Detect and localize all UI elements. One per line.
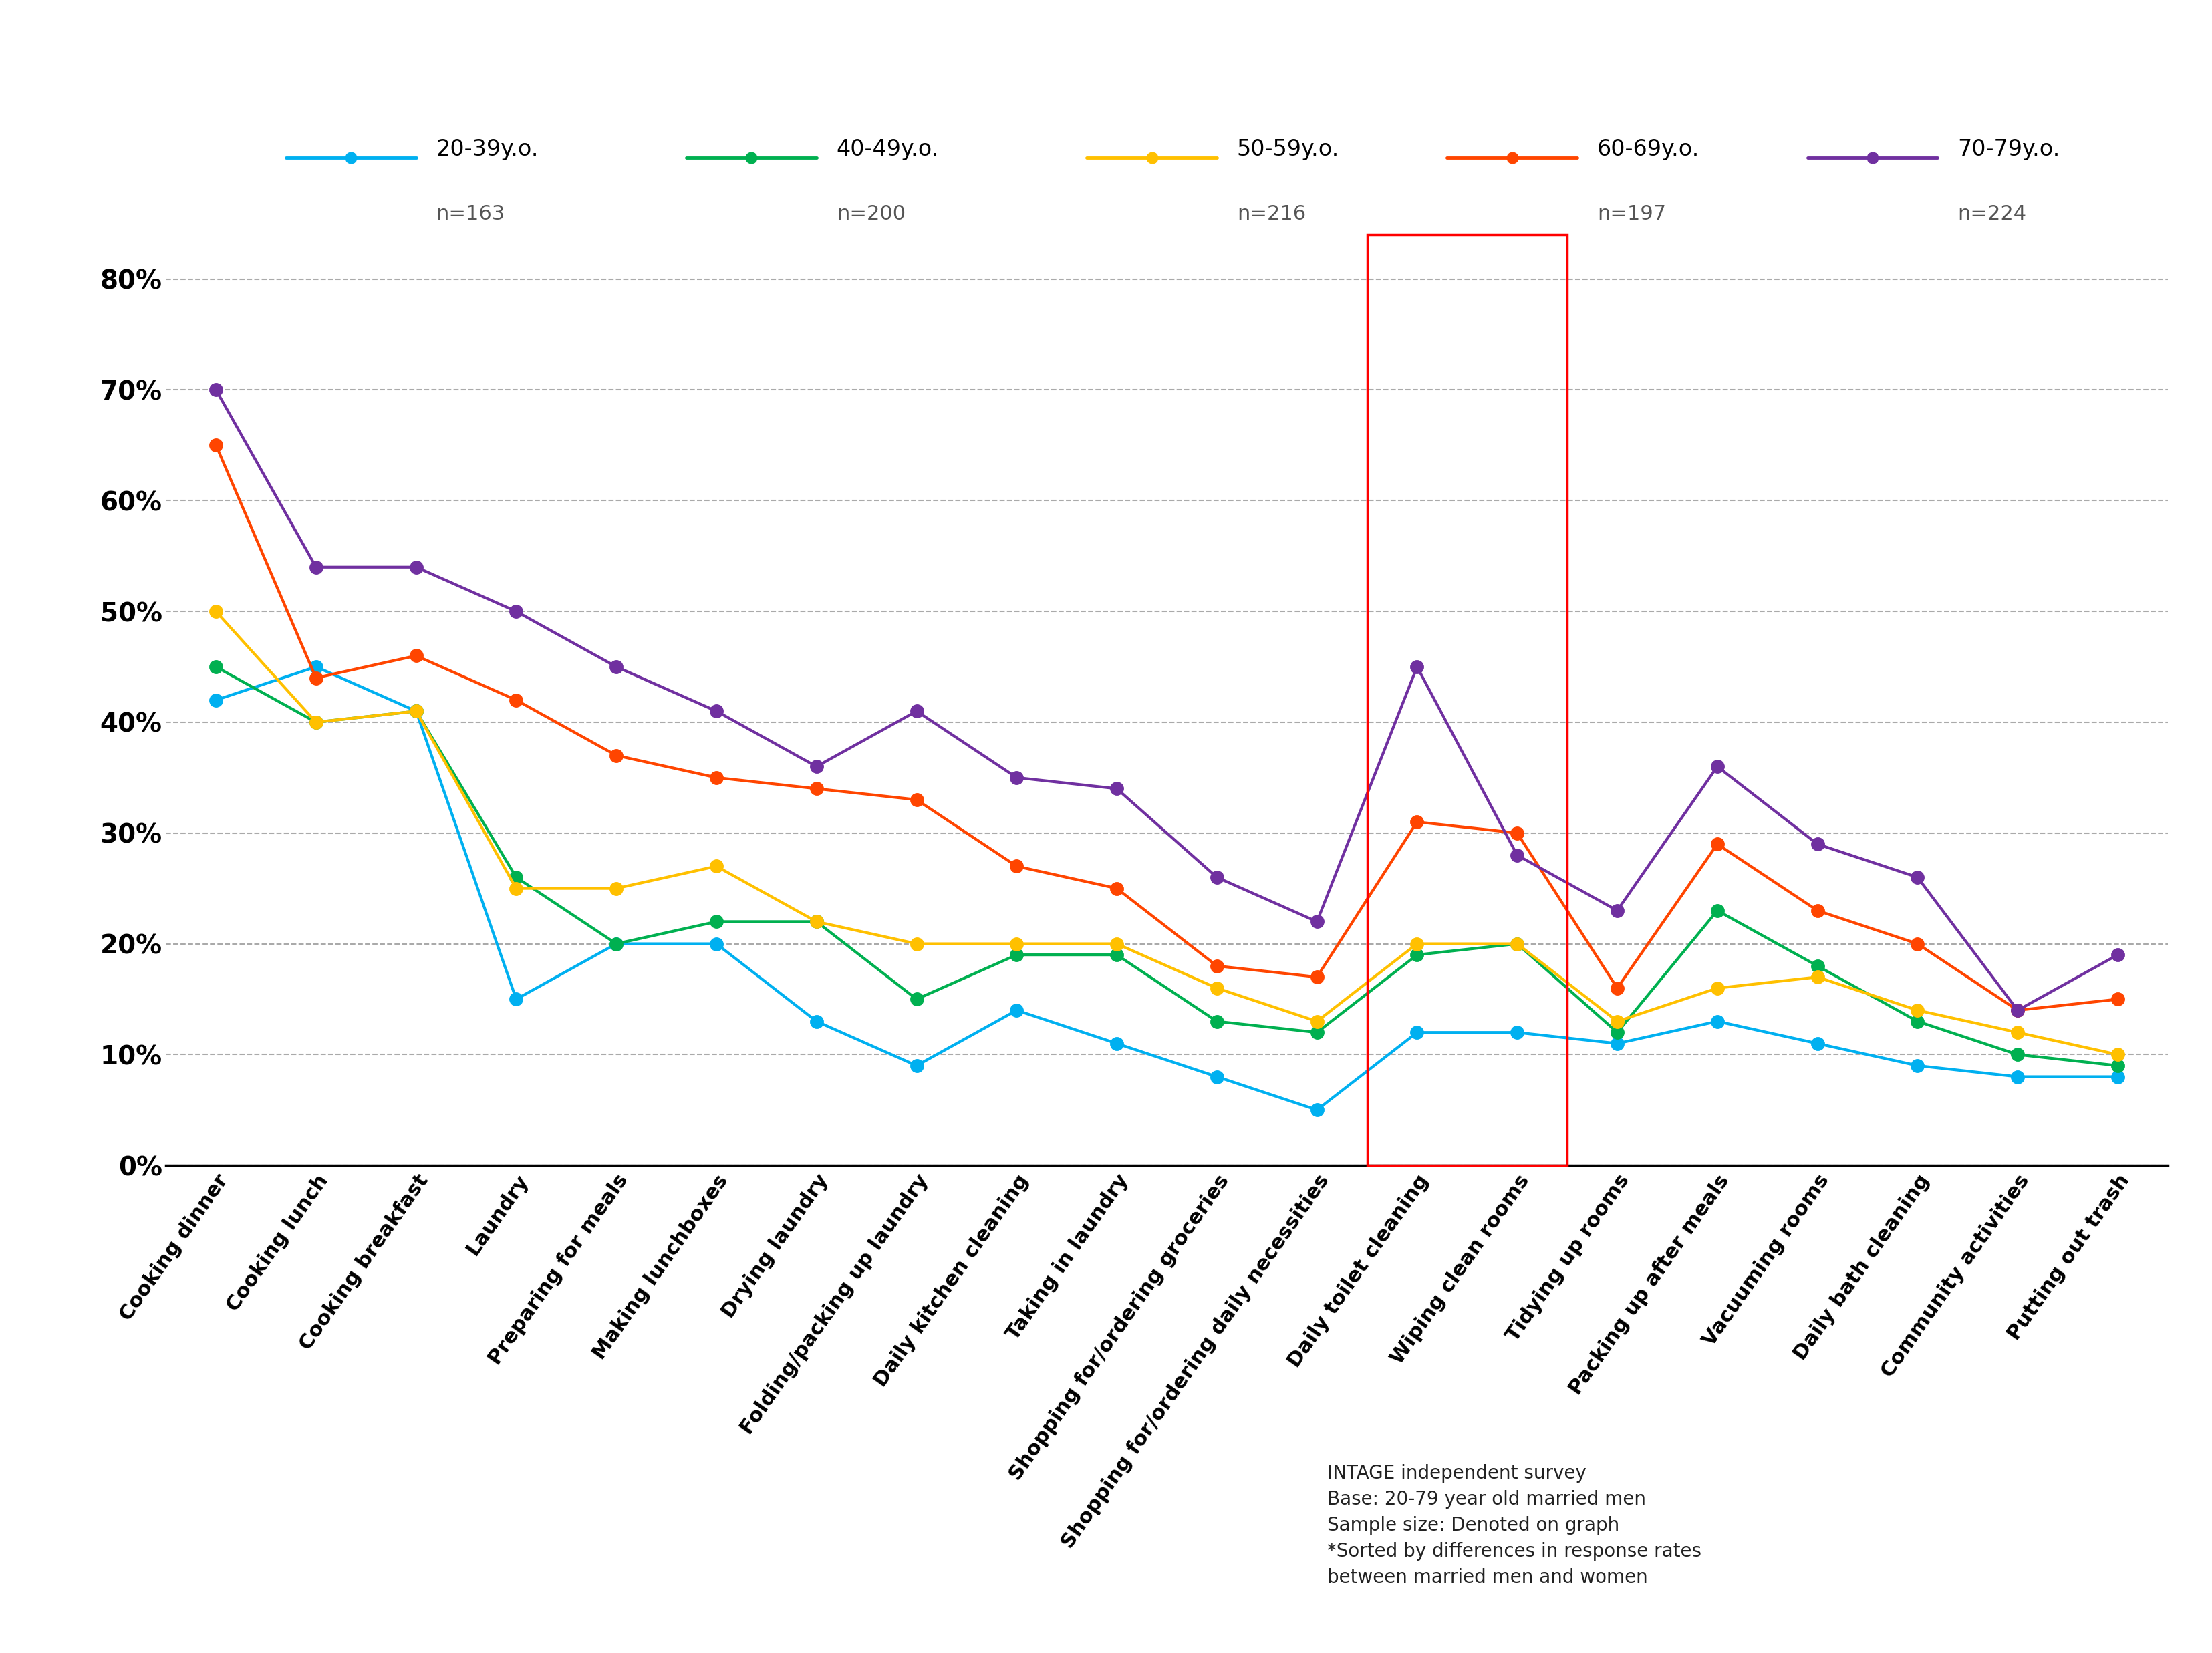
- Bar: [1367, 235, 1566, 1165]
- Text: 60-69y.o.: 60-69y.o.: [1597, 139, 1699, 160]
- Text: n=197: n=197: [1597, 205, 1666, 225]
- Text: n=163: n=163: [436, 205, 504, 225]
- Text: n=200: n=200: [836, 205, 905, 225]
- Text: INTAGE independent survey
Base: 20-79 year old married men
Sample size: Denoted : INTAGE independent survey Base: 20-79 ye…: [1327, 1465, 1701, 1587]
- Text: 40-49y.o.: 40-49y.o.: [836, 139, 940, 160]
- Text: 70-79y.o.: 70-79y.o.: [1958, 139, 2059, 160]
- Text: 20-39y.o.: 20-39y.o.: [436, 139, 540, 160]
- Text: Housework married men want to leave up to their spouse (by age group): Housework married men want to leave up t…: [27, 48, 1557, 84]
- Text: n=224: n=224: [1958, 205, 2026, 225]
- Text: 50-59y.o.: 50-59y.o.: [1237, 139, 1340, 160]
- Text: n=216: n=216: [1237, 205, 1305, 225]
